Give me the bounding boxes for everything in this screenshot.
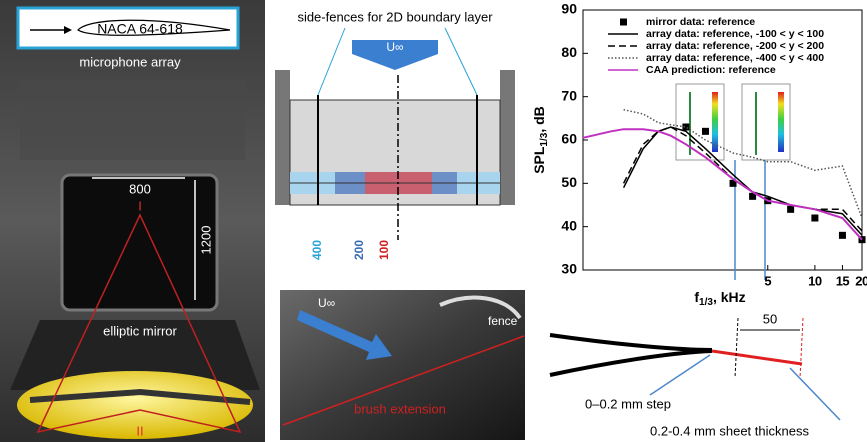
flow-label: U∞ [386, 40, 403, 54]
side-wall [275, 70, 290, 205]
height-label: 1200 [198, 226, 213, 255]
legend-label: array data: reference, -200 < y < 200 [646, 40, 824, 52]
mirror-label: elliptic mirror [103, 323, 177, 338]
y-label-sub: 1/3 [539, 132, 550, 146]
photo-setup: NACA 64-618 microphone array 800 1200 I … [0, 0, 265, 442]
pointer [318, 28, 345, 95]
x-tick-label: 10 [808, 273, 822, 288]
y-tick-label: 80 [561, 44, 577, 60]
brush-label: brush extension [354, 401, 446, 416]
data-point [702, 128, 709, 135]
y-tick-label: 70 [561, 87, 577, 103]
y-label-main: SPL [531, 146, 547, 174]
y-tick-label: 30 [561, 261, 577, 277]
frame [20, 80, 245, 160]
x-axis-label: f1/3, kHz [694, 289, 745, 308]
x-tick-label: 20 [855, 273, 867, 288]
airfoil-label: NACA 64-618 [97, 21, 183, 37]
x-label-sub: 1/3 [699, 297, 713, 308]
width-label: 800 [129, 181, 151, 196]
step-sketch: 50 0–0.2 mm step 0.2-0.4 mm sheet thickn… [550, 311, 840, 438]
inset-colorbar [712, 92, 718, 152]
figure: NACA 64-618 microphone array 800 1200 I … [0, 0, 867, 442]
inset-colorbar [778, 92, 784, 152]
data-point [787, 206, 794, 213]
thickness-label: 0.2-0.4 mm sheet thickness [650, 423, 809, 438]
width-200: 200 [352, 240, 366, 260]
photo-brush: U∞ fence brush extension [280, 290, 525, 440]
legend-label: array data: reference, -400 < y < 400 [646, 52, 824, 64]
pointer [790, 368, 840, 420]
fence-diagram: side-fences for 2D boundary layer U∞ 400… [275, 9, 515, 260]
width-100: 100 [377, 240, 391, 260]
data-point [839, 232, 846, 239]
pointer [445, 28, 477, 95]
y-tick-label: 40 [561, 217, 577, 233]
dim-line [735, 318, 738, 378]
focus-1: I [138, 198, 142, 213]
side-wall [500, 70, 515, 205]
legend-label: mirror data: reference [646, 16, 755, 28]
y-tick-label: 60 [561, 131, 577, 147]
legend-label: CAA prediction: reference [646, 64, 776, 76]
pointer [650, 355, 710, 395]
fence-title: side-fences for 2D boundary layer [297, 9, 493, 24]
legend-label: array data: reference, -100 < y < 100 [646, 28, 824, 40]
upper-surface [550, 335, 712, 350]
step-label: 0–0.2 mm step [585, 396, 671, 411]
length-label: 50 [763, 311, 777, 326]
dim-line [800, 318, 803, 378]
y-axis-label: SPL1/3, dB [531, 106, 550, 174]
photo-bg [280, 290, 525, 440]
x-tick-label: 5 [764, 273, 771, 288]
lower-surface [550, 351, 712, 375]
x-label-unit: , kHz [713, 289, 746, 305]
array-label: microphone array [79, 54, 181, 69]
y-label-unit: , dB [531, 106, 547, 132]
data-point [811, 215, 818, 222]
fence-label: fence [488, 314, 518, 328]
width-400: 400 [310, 240, 324, 260]
y-tick-label: 50 [561, 174, 577, 190]
y-tick-label: 90 [561, 1, 577, 17]
focus-2: II [136, 423, 143, 438]
flow-label: U∞ [318, 296, 335, 310]
sheet-extension [712, 351, 802, 364]
x-tick-label: 15 [836, 273, 850, 288]
legend-marker [620, 19, 627, 26]
